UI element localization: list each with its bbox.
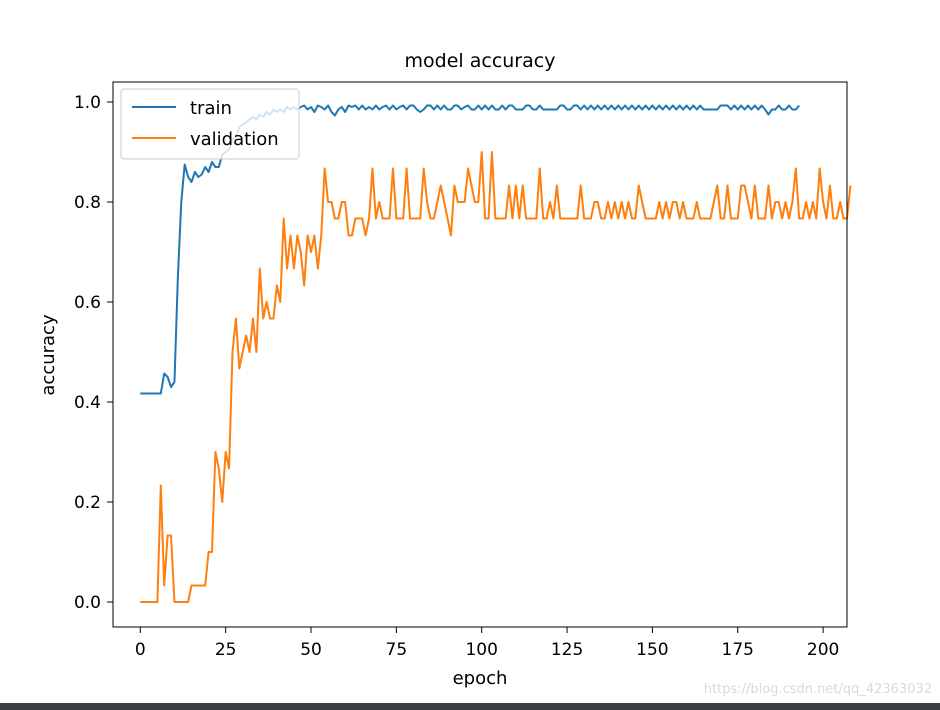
x-axis-label: epoch: [453, 668, 508, 689]
y-tick-label: 0.2: [74, 493, 101, 513]
legend-train-label: train: [190, 98, 232, 119]
x-tick-label: 25: [215, 640, 237, 660]
y-axis-label: accuracy: [38, 314, 59, 396]
y-tick-label: 0.4: [74, 393, 101, 413]
y-tick-label: 1.0: [74, 93, 101, 113]
x-tick-label: 175: [722, 640, 754, 660]
bottom-bar: [0, 703, 940, 710]
axes-frame: [112, 81, 848, 628]
chart-title: model accuracy: [405, 50, 556, 72]
x-tick-label: 100: [465, 640, 497, 660]
x-tick-label: 125: [551, 640, 583, 660]
y-tick-label: 0.8: [74, 193, 101, 213]
watermark-text: https://blog.csdn.net/qq_42363032: [703, 682, 932, 697]
legend-validation-label: validation: [190, 129, 279, 150]
y-tick-label: 0.0: [74, 593, 101, 613]
legend: train validation: [120, 88, 300, 160]
x-tick-label: 150: [636, 640, 668, 660]
series-layer: [140, 104, 852, 603]
y-axis-ticks: 0.0 0.2 0.4 0.6 0.8 1.0: [74, 93, 113, 613]
x-tick-label: 50: [300, 640, 322, 660]
x-tick-label: 200: [807, 640, 839, 660]
x-tick-label: 75: [386, 640, 408, 660]
x-tick-label: 0: [135, 640, 146, 660]
plot-area: [112, 81, 852, 628]
y-tick-label: 0.6: [74, 293, 101, 313]
x-axis-ticks: 0 25 50 75 100 125 150 175 200: [135, 627, 839, 660]
series-line-validation: [140, 151, 852, 603]
